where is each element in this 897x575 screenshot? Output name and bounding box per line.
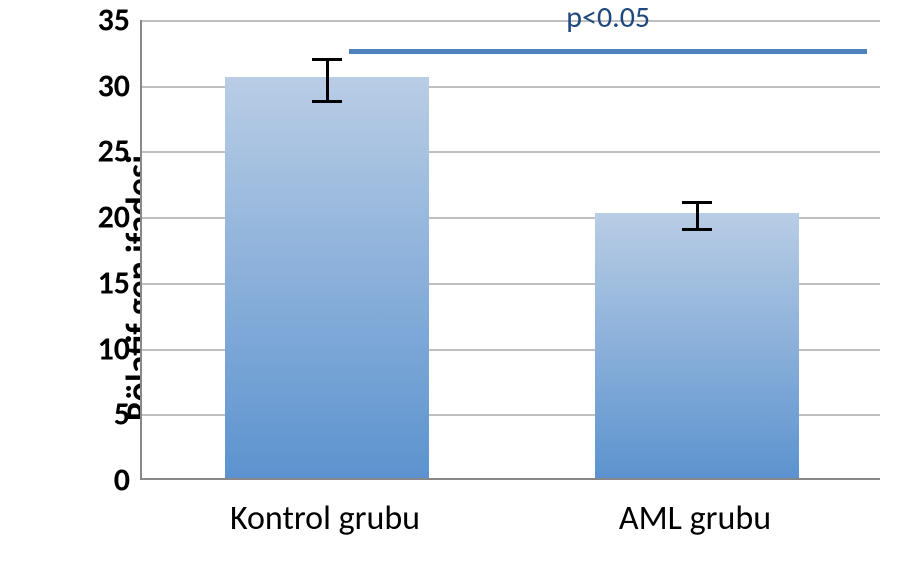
category-label: AML grubu — [619, 498, 771, 539]
y-tick-label: 35 — [98, 1, 130, 40]
y-tick-label: 25 — [98, 132, 130, 171]
significance-label: p<0.05 — [566, 0, 650, 36]
gridline — [142, 20, 880, 22]
error-bar — [326, 58, 329, 100]
y-tick-label: 10 — [98, 329, 130, 368]
error-cap — [682, 201, 712, 204]
y-tick-label: 20 — [98, 198, 130, 237]
error-cap — [682, 228, 712, 231]
category-label: Kontrol grubu — [230, 498, 420, 539]
y-tick-label: 0 — [114, 461, 130, 500]
plot-area: 05101520253035p<0.05 — [140, 20, 880, 480]
error-bar — [696, 201, 699, 227]
error-cap — [312, 58, 342, 61]
y-tick-label: 5 — [114, 395, 130, 434]
significance-bracket — [349, 49, 867, 54]
bar-chart: Rölatif gen ifadesi 05101520253035p<0.05… — [0, 0, 897, 575]
bar — [595, 213, 799, 478]
y-tick-label: 30 — [98, 66, 130, 105]
error-cap — [312, 100, 342, 103]
bar — [225, 77, 429, 478]
y-tick-label: 15 — [98, 263, 130, 302]
